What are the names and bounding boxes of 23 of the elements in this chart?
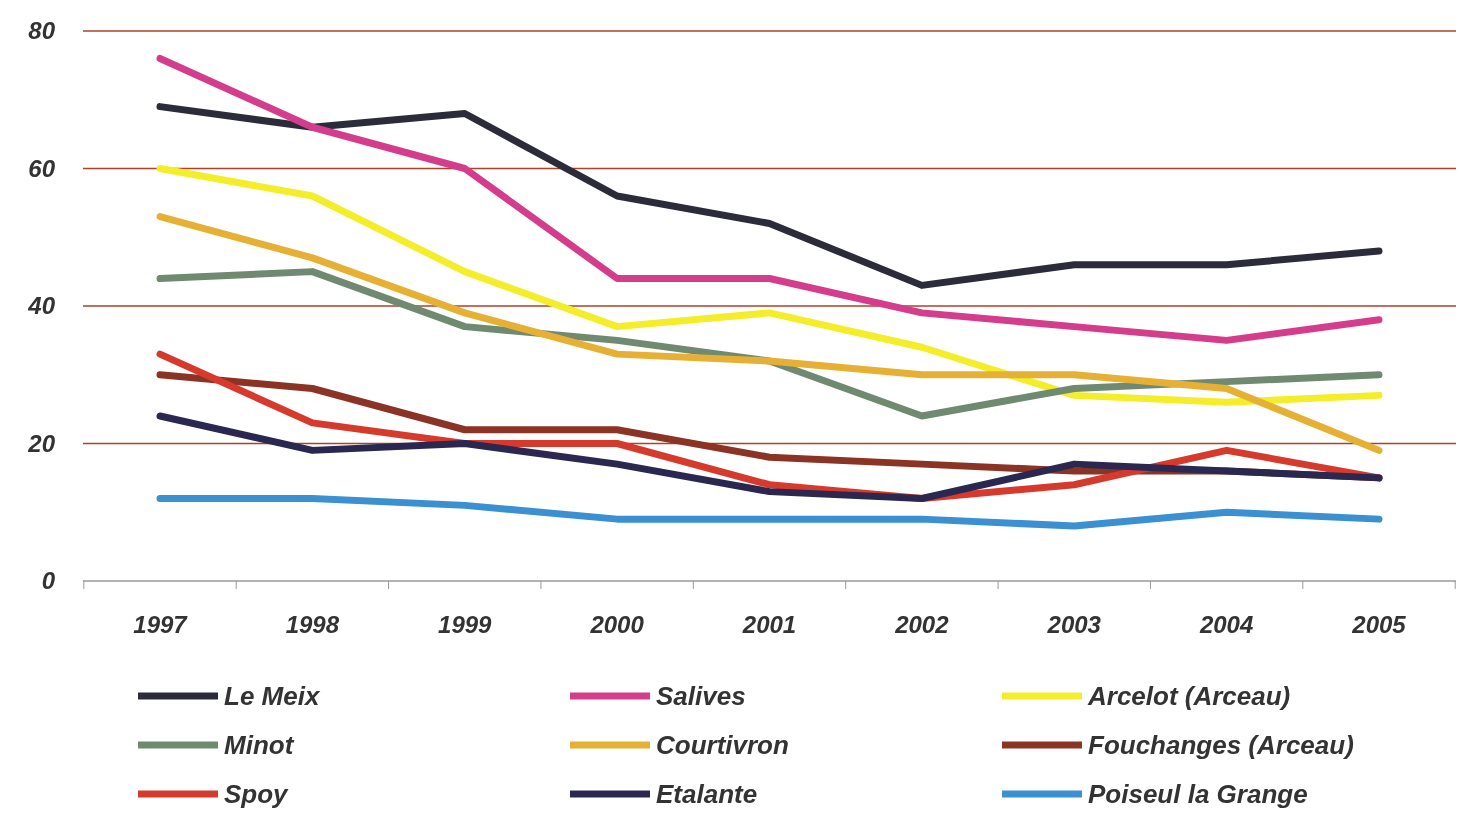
x-tick-label: 2001	[741, 611, 797, 638]
legend-label: Fouchanges (Arceau)	[1088, 730, 1354, 761]
y-tick-label: 20	[27, 429, 56, 457]
x-tick-label: 2003	[1046, 611, 1102, 638]
legend-label: Arcelot (Arceau)	[1087, 681, 1291, 712]
legend-label: Salives	[656, 681, 746, 712]
x-tick-label: 2000	[589, 611, 645, 638]
x-tick-label: 1997	[133, 611, 189, 638]
x-tick-label: 1998	[285, 611, 340, 638]
y-tick-label: 60	[28, 154, 56, 182]
legend-label: Courtivron	[656, 730, 789, 761]
x-tick-label: 2002	[894, 611, 950, 638]
legend-label: Spoy	[224, 779, 290, 810]
x-tick-label: 2004	[1198, 611, 1254, 638]
legend-label: Poiseul la Grange	[1088, 779, 1308, 810]
y-tick-label: 0	[41, 567, 56, 595]
legend-label: Etalante	[656, 779, 758, 810]
legend-label: Minot	[224, 730, 295, 761]
x-tick-label: 1999	[438, 611, 493, 638]
legend-label: Le Meix	[224, 681, 321, 712]
x-tick-label: 2005	[1351, 611, 1407, 638]
y-tick-label: 40	[27, 292, 56, 320]
y-tick-label: 80	[28, 17, 56, 45]
